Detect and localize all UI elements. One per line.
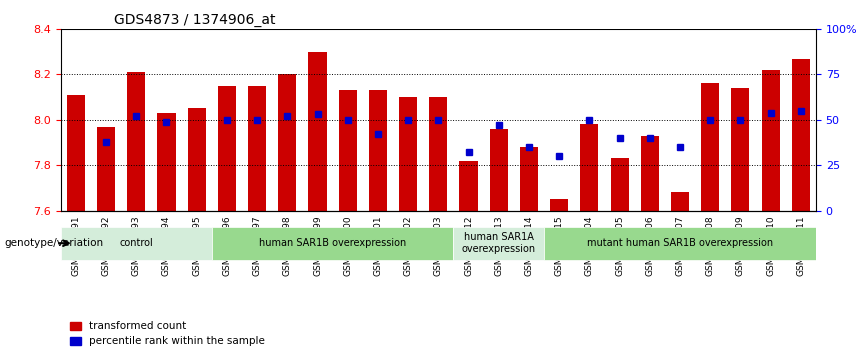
Text: genotype/variation: genotype/variation <box>4 238 103 248</box>
Bar <box>369 90 387 211</box>
Bar <box>279 74 296 211</box>
Bar <box>761 70 779 211</box>
Bar <box>792 58 810 211</box>
Text: human SAR1A
overexpression: human SAR1A overexpression <box>462 232 536 254</box>
Bar <box>399 97 418 211</box>
Bar <box>339 90 357 211</box>
Bar <box>218 86 236 211</box>
Bar <box>520 147 538 211</box>
Bar <box>308 52 326 211</box>
FancyBboxPatch shape <box>212 227 453 260</box>
Bar <box>490 129 508 211</box>
Bar <box>187 109 206 211</box>
Bar <box>128 72 145 211</box>
Bar <box>67 95 85 211</box>
FancyBboxPatch shape <box>453 227 544 260</box>
Text: mutant human SAR1B overexpression: mutant human SAR1B overexpression <box>587 238 773 248</box>
Bar <box>581 124 598 211</box>
Bar <box>550 199 569 211</box>
Bar <box>701 83 720 211</box>
FancyBboxPatch shape <box>544 227 816 260</box>
Bar <box>430 97 447 211</box>
Bar <box>459 160 477 211</box>
FancyBboxPatch shape <box>61 227 212 260</box>
Bar <box>610 158 628 211</box>
Text: control: control <box>120 238 153 248</box>
Bar <box>732 88 749 211</box>
Bar <box>248 86 266 211</box>
Legend: transformed count, percentile rank within the sample: transformed count, percentile rank withi… <box>66 317 269 351</box>
Bar <box>157 113 175 211</box>
Bar <box>97 127 115 211</box>
Text: human SAR1B overexpression: human SAR1B overexpression <box>259 238 406 248</box>
Bar <box>641 136 659 211</box>
Text: GDS4873 / 1374906_at: GDS4873 / 1374906_at <box>114 13 275 26</box>
Bar <box>671 192 689 211</box>
